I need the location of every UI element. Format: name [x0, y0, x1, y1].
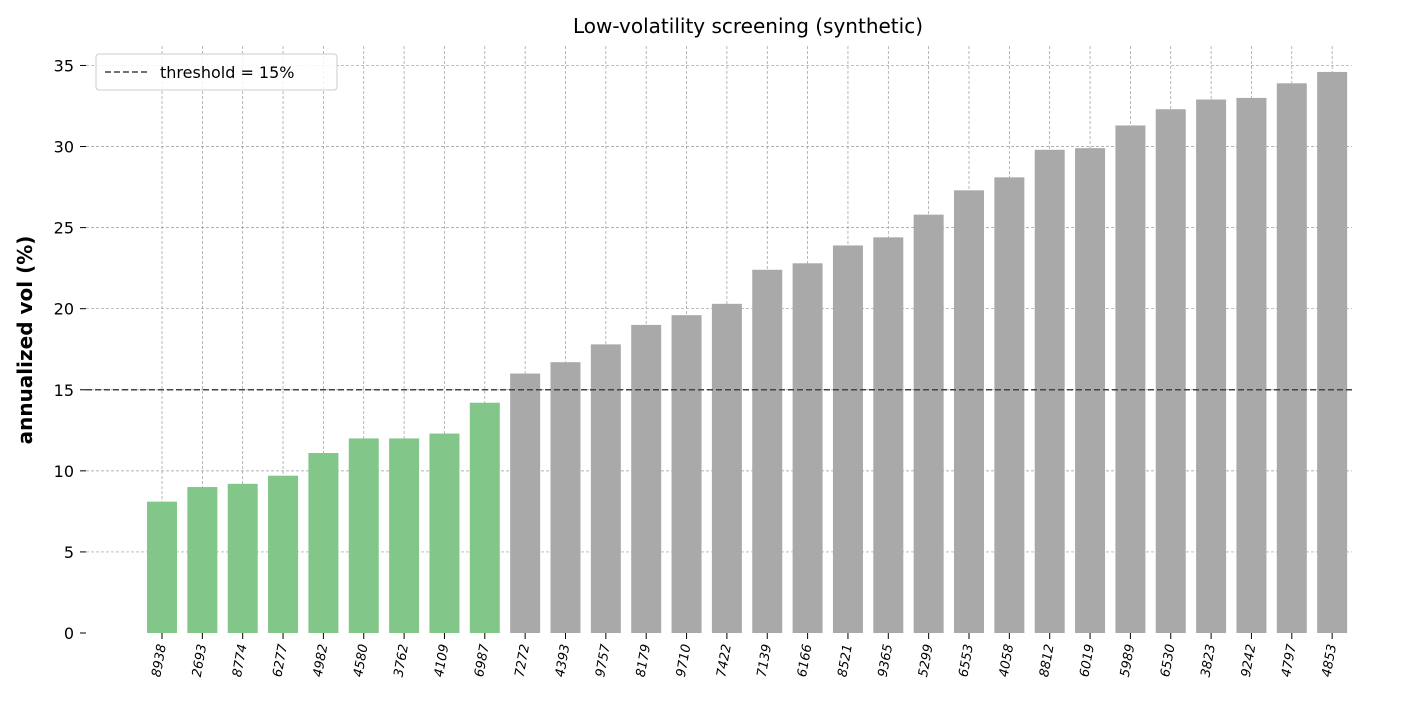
- bar: [671, 315, 702, 633]
- x-tick-label: 9710: [674, 643, 695, 678]
- legend-box: [95, 53, 338, 91]
- x-tick-label: 4058: [997, 643, 1018, 678]
- bar: [510, 373, 541, 633]
- bar: [348, 438, 379, 633]
- legend: threshold = 15%: [95, 53, 338, 91]
- x-tick-label: 5299: [916, 643, 937, 678]
- bar: [792, 263, 823, 633]
- x-tick-label: 2693: [190, 643, 211, 678]
- x-tick-label: 6166: [795, 643, 816, 678]
- bar: [913, 214, 944, 634]
- x-tick-label: 8938: [149, 643, 170, 678]
- x-tick-label: 8774: [230, 643, 251, 678]
- x-tick-label: 8812: [1037, 643, 1058, 678]
- x-tick-label: 6019: [1077, 643, 1098, 678]
- bar: [147, 501, 177, 633]
- x-tick-label: 4982: [311, 643, 332, 678]
- bar: [187, 487, 218, 633]
- x-tick-label: 4109: [432, 643, 453, 678]
- bar: [1196, 99, 1227, 633]
- x-tick-label: 7422: [714, 643, 735, 678]
- bar: [873, 237, 904, 634]
- bar: [1317, 71, 1348, 633]
- bar: [711, 303, 742, 633]
- bar: [994, 177, 1025, 633]
- bar: [227, 483, 258, 633]
- x-tick-label: 9242: [1239, 643, 1260, 678]
- bar: [1155, 109, 1186, 633]
- x-tick-label: 6987: [472, 642, 493, 678]
- legend-threshold-label: threshold = 15%: [160, 63, 295, 82]
- x-tick-label: 3823: [1199, 643, 1220, 678]
- y-tick-label: 20: [54, 300, 74, 319]
- bar: [631, 324, 662, 633]
- x-tick-label: 6530: [1158, 643, 1179, 678]
- chart-title: Low-volatility screening (synthetic): [573, 14, 923, 38]
- bar: [429, 433, 460, 633]
- x-tick-label: 8521: [835, 643, 856, 678]
- bars: [147, 71, 1348, 634]
- y-axis-label: annualized vol (%): [13, 236, 37, 445]
- bar: [954, 190, 984, 633]
- y-tick-label: 25: [54, 219, 74, 238]
- y-tick-label: 5: [64, 543, 74, 562]
- y-tick-label: 30: [54, 138, 74, 157]
- bar: [590, 344, 621, 633]
- bar: [389, 438, 420, 633]
- bar: [752, 269, 783, 633]
- bar: [1236, 97, 1267, 633]
- bar: [1034, 149, 1065, 634]
- x-tick-label: 4580: [351, 643, 372, 678]
- x-tick-label: 4393: [553, 643, 574, 678]
- x-tick-label: 7139: [755, 643, 776, 678]
- x-tick-label: 7272: [513, 643, 534, 678]
- x-tick-label: 6553: [956, 643, 977, 678]
- x-axis-ticks: 8938 2693 8774 6277 4982 4580 3762 4109 6987 7272…: [149, 633, 1340, 678]
- x-tick-label: 8179: [634, 643, 655, 678]
- x-tick-label: 4797: [1279, 642, 1300, 678]
- y-axis-ticks: 0 5 10 15 20 25 30 35: [54, 56, 86, 643]
- bar: [832, 245, 863, 634]
- bar: [1075, 148, 1106, 633]
- x-tick-label: 6277: [270, 642, 291, 678]
- y-tick-label: 35: [54, 56, 74, 75]
- x-tick-label: 9365: [876, 643, 897, 678]
- x-tick-label: 4853: [1320, 643, 1341, 678]
- bar: [268, 475, 299, 633]
- bar: [1276, 83, 1307, 633]
- y-tick-label: 15: [54, 381, 74, 400]
- y-tick-label: 10: [54, 462, 74, 481]
- y-tick-label: 0: [64, 624, 74, 643]
- bar: [308, 453, 339, 633]
- x-tick-label: 5989: [1118, 643, 1139, 678]
- bar: [469, 402, 500, 633]
- x-tick-label: 9757: [593, 642, 614, 678]
- x-tick-label: 3762: [392, 643, 413, 678]
- bar: [1115, 125, 1146, 633]
- bar: [550, 362, 581, 633]
